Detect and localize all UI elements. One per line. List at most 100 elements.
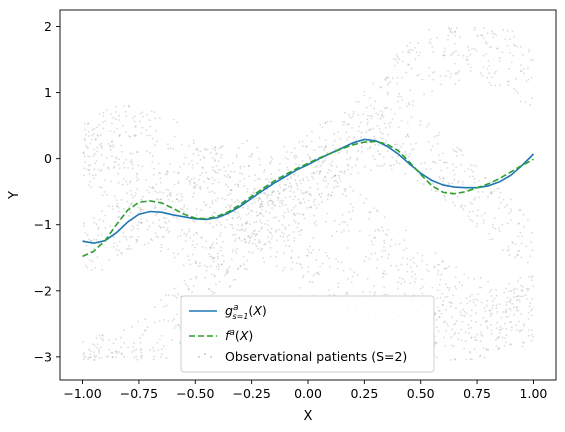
scatter-point: [369, 128, 371, 131]
scatter-point: [260, 200, 263, 203]
scatter-point: [140, 198, 143, 201]
scatter-point: [229, 205, 232, 208]
scatter-point: [331, 165, 333, 167]
scatter-point: [261, 226, 263, 229]
scatter-point: [489, 314, 492, 317]
scatter-point: [444, 47, 446, 50]
scatter-point: [139, 112, 142, 115]
scatter-point: [528, 305, 531, 308]
scatter-point: [290, 257, 293, 259]
scatter-point: [486, 42, 488, 45]
scatter-point: [530, 329, 533, 331]
scatter-point: [214, 160, 217, 162]
scatter-point: [444, 345, 447, 347]
scatter-point: [448, 26, 450, 29]
scatter-point: [439, 278, 442, 281]
scatter-point: [222, 240, 225, 243]
scatter-point: [159, 356, 162, 358]
scatter-point: [479, 324, 482, 326]
scatter-point: [482, 317, 485, 319]
scatter-point: [236, 229, 239, 231]
scatter-point: [387, 76, 390, 79]
scatter-point: [220, 145, 223, 148]
scatter-point: [213, 247, 215, 249]
scatter-point: [362, 291, 365, 293]
scatter-point: [396, 56, 399, 58]
scatter-point: [405, 229, 407, 232]
scatter-point: [159, 181, 162, 184]
legend-marker-scatter: [204, 353, 206, 355]
scatter-point: [498, 332, 501, 334]
scatter-point: [335, 180, 337, 182]
scatter-point: [159, 250, 162, 253]
scatter-point: [420, 288, 422, 290]
series-line-g: [82, 138, 535, 245]
scatter-point: [305, 191, 307, 193]
scatter-point: [279, 201, 281, 204]
scatter-point: [307, 271, 309, 273]
scatter-point: [516, 254, 519, 256]
scatter-point: [529, 104, 531, 106]
x-tick-label: 1.00: [520, 386, 548, 401]
scatter-point: [491, 300, 494, 303]
scatter-point: [191, 160, 193, 163]
scatter-point: [327, 194, 329, 197]
scatter-point: [159, 117, 161, 119]
scatter-point: [217, 160, 220, 163]
scatter-point: [405, 247, 408, 250]
scatter-point: [176, 313, 179, 316]
scatter-point: [176, 193, 179, 196]
scatter-point: [463, 310, 466, 313]
scatter-point: [193, 177, 196, 180]
scatter-point: [231, 258, 233, 261]
scatter-point: [217, 268, 220, 271]
scatter-point: [508, 307, 511, 310]
scatter-point: [146, 113, 149, 116]
scatter-point: [270, 227, 273, 230]
scatter-point: [139, 222, 142, 224]
scatter-point: [505, 311, 507, 313]
scatter-point: [229, 175, 231, 178]
scatter-point: [403, 249, 405, 252]
scatter-point: [510, 210, 512, 213]
legend-label-g: ga s=1(X): [225, 303, 267, 321]
scatter-point: [217, 181, 220, 184]
scatter-point: [520, 284, 522, 287]
scatter-point: [334, 174, 337, 177]
scatter-point: [386, 76, 389, 79]
scatter-point: [257, 247, 260, 250]
scatter-point: [285, 204, 287, 207]
scatter-point: [135, 125, 137, 128]
scatter-point: [384, 233, 387, 236]
scatter-point: [403, 239, 406, 242]
scatter-point: [153, 167, 156, 170]
scatter-point: [82, 151, 85, 154]
scatter-point: [231, 250, 234, 253]
scatter-point: [281, 202, 283, 205]
scatter-point: [486, 32, 489, 35]
scatter-point: [455, 266, 457, 268]
scatter-point: [335, 258, 337, 260]
scatter-point: [423, 93, 425, 95]
scatter-point: [480, 34, 483, 37]
scatter-point: [498, 207, 500, 210]
scatter-point: [473, 181, 476, 184]
scatter-point: [325, 144, 328, 147]
scatter-point: [508, 321, 511, 323]
scatter-point: [166, 227, 169, 230]
scatter-point: [287, 169, 289, 171]
scatter-point: [84, 232, 87, 234]
scatter-point: [115, 199, 118, 201]
scatter-point: [340, 231, 343, 234]
scatter-point: [312, 171, 315, 174]
scatter-point: [269, 212, 271, 214]
scatter-point: [397, 100, 399, 103]
scatter-point: [439, 75, 442, 77]
scatter-point: [246, 222, 249, 225]
scatter-point: [427, 123, 430, 126]
scatter-point: [98, 350, 100, 353]
scatter-point: [173, 327, 176, 329]
scatter-point: [328, 266, 331, 268]
scatter-point: [516, 45, 519, 48]
scatter-point: [251, 232, 254, 235]
